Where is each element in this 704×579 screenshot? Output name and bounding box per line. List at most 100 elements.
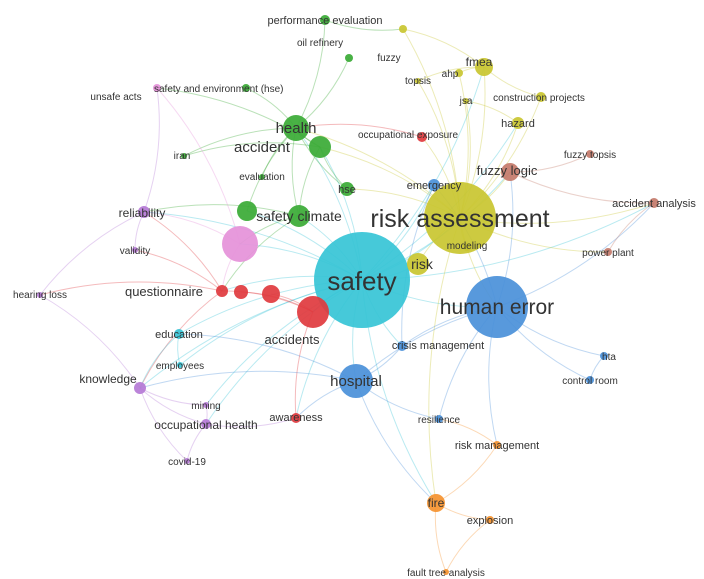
edge-health-oil-refinery bbox=[295, 57, 350, 129]
node-hospital[interactable] bbox=[339, 364, 373, 398]
label-risk-assessment: risk assessment bbox=[370, 205, 549, 233]
node-hta[interactable] bbox=[600, 352, 608, 360]
node-unlabeled-green[interactable] bbox=[237, 201, 257, 221]
label-emergency: emergency bbox=[407, 180, 462, 192]
edge-fire-risk-management bbox=[435, 444, 498, 504]
label-unsafe-acts: unsafe acts bbox=[90, 92, 141, 103]
node-health[interactable] bbox=[283, 115, 309, 141]
node-unlabeled-red-a[interactable] bbox=[262, 285, 280, 303]
node-reliability[interactable] bbox=[138, 206, 150, 218]
node-occupational-exposure[interactable] bbox=[417, 132, 427, 142]
node-explosion[interactable] bbox=[486, 516, 494, 524]
label-construction-projects: construction projects bbox=[493, 93, 585, 104]
node-unlabeled-red-b[interactable] bbox=[234, 285, 248, 299]
edge-risk-assessment-fire bbox=[428, 217, 461, 504]
node-education[interactable] bbox=[174, 329, 184, 339]
edge-reliability-unsafe-acts bbox=[143, 87, 160, 213]
edge-hospital-fire bbox=[355, 380, 437, 504]
label-fault-tree-analysis: fault tree analysis bbox=[407, 568, 485, 579]
node-performance-evaluation[interactable] bbox=[320, 15, 330, 25]
edge-fmea-fuzzy bbox=[402, 28, 485, 68]
node-fault-tree-analysis[interactable] bbox=[443, 569, 449, 575]
node-crisis-management[interactable] bbox=[397, 341, 407, 351]
node-unlabeled-pink[interactable] bbox=[222, 226, 258, 262]
node-iran[interactable] bbox=[181, 153, 187, 159]
label-fire: fire bbox=[428, 496, 445, 510]
edge-health-performance-evaluation bbox=[295, 19, 326, 129]
node-mining[interactable] bbox=[203, 402, 209, 408]
node-hazard[interactable] bbox=[512, 117, 524, 129]
node-hse[interactable] bbox=[340, 182, 354, 196]
node-risk[interactable] bbox=[407, 253, 429, 275]
label-explosion: explosion bbox=[467, 515, 513, 527]
label-fuzzy: fuzzy bbox=[377, 53, 400, 64]
label-ahp: ahp bbox=[442, 69, 459, 80]
edge-knowledge-occupational-health bbox=[139, 387, 207, 425]
edge-reliability-hearing-loss bbox=[39, 211, 145, 296]
node-awareness[interactable] bbox=[291, 413, 301, 423]
edge-occupational-health-awareness bbox=[205, 417, 297, 428]
node-occupational-health[interactable] bbox=[201, 419, 211, 429]
node-accident[interactable] bbox=[309, 136, 331, 158]
node-resilience[interactable] bbox=[435, 415, 443, 423]
label-topsis: topsis bbox=[405, 76, 431, 87]
node-construction-projects[interactable] bbox=[536, 92, 546, 102]
label-validity: validity bbox=[120, 246, 151, 257]
node-unsafe-acts[interactable] bbox=[153, 84, 161, 92]
node-control-room[interactable] bbox=[586, 376, 594, 384]
node-accidents[interactable] bbox=[297, 296, 329, 328]
node-fmea[interactable] bbox=[475, 58, 493, 76]
node-validity[interactable] bbox=[132, 247, 138, 253]
node-safety-climate[interactable] bbox=[288, 205, 310, 227]
node-covid-19[interactable] bbox=[184, 458, 190, 464]
edge-fire-fault-tree-analysis bbox=[434, 502, 447, 573]
edge-explosion-fault-tree-analysis bbox=[445, 519, 491, 573]
label-accident: accident bbox=[234, 139, 291, 156]
label-occupational-exposure: occupational exposure bbox=[358, 130, 459, 141]
node-jsa[interactable] bbox=[463, 98, 469, 104]
node-safety-and-environment[interactable] bbox=[242, 84, 250, 92]
edge-health-safety-climate bbox=[291, 127, 300, 217]
node-fire[interactable] bbox=[427, 494, 445, 512]
label-hospital: hospital bbox=[330, 373, 382, 390]
node-knowledge[interactable] bbox=[134, 382, 146, 394]
label-modeling: modeling bbox=[447, 241, 488, 252]
edge-questionnaire-hearing-loss bbox=[39, 281, 223, 296]
label-layer: safety risk assessment human error hospital… bbox=[13, 15, 696, 579]
label-performance-evaluation: performance evaluation bbox=[268, 15, 383, 27]
node-power-plant[interactable] bbox=[604, 248, 612, 256]
label-resilience: resilience bbox=[418, 415, 461, 426]
node-accident-analysis[interactable] bbox=[649, 198, 659, 208]
edge-education-knowledge bbox=[139, 333, 180, 389]
node-layer bbox=[37, 15, 659, 575]
edge-occupational-exposure-health bbox=[295, 123, 423, 138]
node-safety[interactable] bbox=[314, 232, 410, 328]
node-employees[interactable] bbox=[177, 362, 183, 368]
label-covid-19: covid-19 bbox=[168, 457, 206, 468]
edge-knowledge-hearing-loss bbox=[39, 294, 141, 389]
node-questionnaire[interactable] bbox=[216, 285, 228, 297]
node-modeling[interactable] bbox=[463, 243, 471, 251]
node-fuzzy[interactable] bbox=[399, 25, 407, 33]
node-ahp[interactable] bbox=[455, 69, 463, 77]
node-risk-management[interactable] bbox=[493, 441, 501, 449]
node-evaluation[interactable] bbox=[259, 174, 265, 180]
node-human-error[interactable] bbox=[466, 276, 528, 338]
node-fuzzy-topsis[interactable] bbox=[586, 150, 594, 158]
label-safety-climate: safety climate bbox=[256, 208, 342, 224]
label-employees: employees bbox=[156, 361, 204, 372]
label-crisis-management: crisis management bbox=[392, 340, 484, 352]
node-fuzzy-logic[interactable] bbox=[501, 163, 519, 181]
edge-risk-management-resilience bbox=[438, 418, 498, 446]
node-risk-assessment[interactable] bbox=[424, 182, 496, 254]
node-topsis[interactable] bbox=[415, 78, 421, 84]
edge-hospital-education bbox=[178, 333, 357, 382]
label-human-error: human error bbox=[440, 296, 554, 319]
label-fuzzy-logic: fuzzy logic bbox=[477, 163, 538, 178]
node-oil-refinery[interactable] bbox=[345, 54, 353, 62]
node-hearing-loss[interactable] bbox=[37, 292, 43, 298]
node-emergency[interactable] bbox=[428, 179, 440, 191]
label-iran: iran bbox=[174, 151, 191, 162]
edge-safety-climate-reliability bbox=[143, 204, 300, 217]
